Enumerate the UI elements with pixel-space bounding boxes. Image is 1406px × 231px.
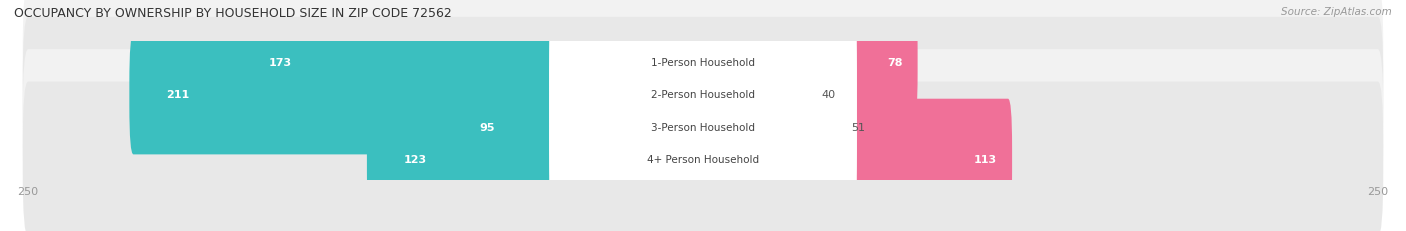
Text: 4+ Person Household: 4+ Person Household	[647, 154, 759, 164]
Text: 78: 78	[887, 58, 903, 67]
FancyBboxPatch shape	[550, 0, 856, 135]
FancyBboxPatch shape	[22, 0, 1384, 140]
FancyBboxPatch shape	[443, 67, 707, 187]
FancyBboxPatch shape	[699, 3, 918, 122]
FancyBboxPatch shape	[699, 67, 845, 187]
FancyBboxPatch shape	[550, 87, 856, 231]
FancyBboxPatch shape	[22, 18, 1384, 172]
Text: 2-Person Household: 2-Person Household	[651, 90, 755, 100]
FancyBboxPatch shape	[699, 35, 815, 155]
Text: 40: 40	[821, 90, 837, 100]
Legend: Owner-occupied, Renter-occupied: Owner-occupied, Renter-occupied	[582, 228, 824, 231]
Text: 211: 211	[166, 90, 188, 100]
FancyBboxPatch shape	[129, 35, 707, 155]
Text: Source: ZipAtlas.com: Source: ZipAtlas.com	[1281, 7, 1392, 17]
Text: 95: 95	[479, 122, 495, 132]
Text: 113: 113	[974, 154, 997, 164]
Text: 123: 123	[404, 154, 426, 164]
FancyBboxPatch shape	[550, 22, 856, 167]
FancyBboxPatch shape	[699, 99, 1012, 219]
FancyBboxPatch shape	[232, 3, 707, 122]
FancyBboxPatch shape	[367, 99, 707, 219]
FancyBboxPatch shape	[22, 50, 1384, 204]
FancyBboxPatch shape	[550, 55, 856, 200]
Text: 3-Person Household: 3-Person Household	[651, 122, 755, 132]
Text: 51: 51	[852, 122, 866, 132]
Text: OCCUPANCY BY OWNERSHIP BY HOUSEHOLD SIZE IN ZIP CODE 72562: OCCUPANCY BY OWNERSHIP BY HOUSEHOLD SIZE…	[14, 7, 451, 20]
Text: 173: 173	[269, 58, 291, 67]
FancyBboxPatch shape	[22, 82, 1384, 231]
Text: 1-Person Household: 1-Person Household	[651, 58, 755, 67]
